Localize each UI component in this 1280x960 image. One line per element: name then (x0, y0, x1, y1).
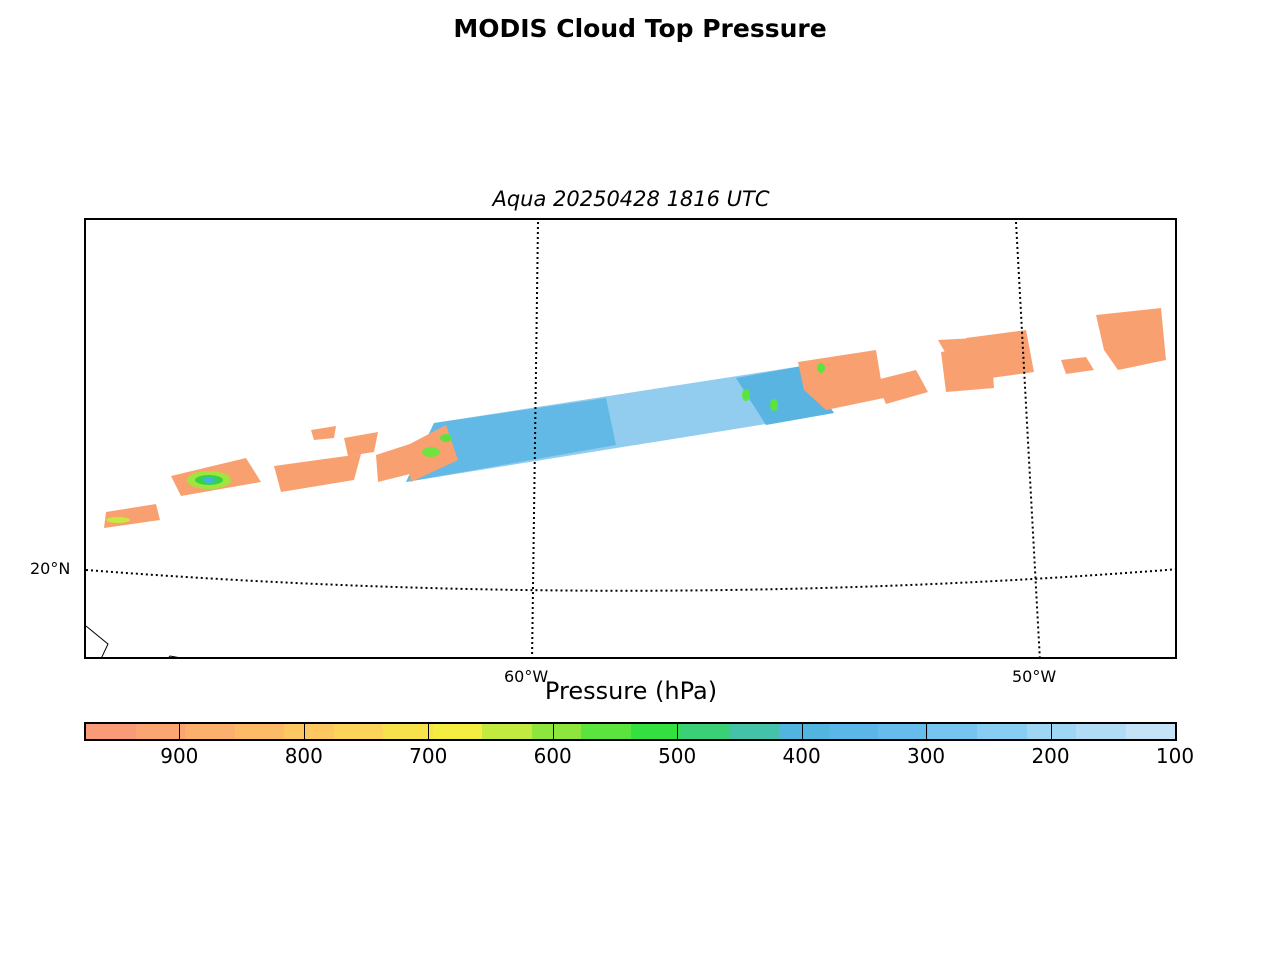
colorbar-segment (630, 724, 680, 739)
colorbar-segment (333, 724, 383, 739)
colorbar-segment (284, 724, 334, 739)
colorbar-segment (383, 724, 433, 739)
coastlines (86, 625, 179, 657)
colorbar-tick-label: 800 (284, 744, 323, 768)
colorbar-segment (878, 724, 928, 739)
colorbar-tick (428, 724, 430, 739)
colorbar-tick (926, 724, 928, 739)
colorbar-tick-label: 200 (1031, 744, 1070, 768)
colorbar-tick-label: 900 (160, 744, 199, 768)
colorbar-label: Pressure (hPa) (544, 677, 718, 705)
colorbar-tick (179, 724, 181, 739)
colorbar-segment (234, 724, 284, 739)
colorbar-segment (531, 724, 581, 739)
colorbar-tick (303, 724, 305, 739)
colorbar-tick-label: 500 (658, 744, 697, 768)
meridian-60w (531, 221, 539, 657)
lat-label-20n: 20°N (30, 559, 71, 578)
colorbar-segment (86, 724, 136, 739)
colorbar-segment (680, 724, 730, 739)
colorbar-segment (828, 724, 878, 739)
colorbar (84, 722, 1177, 741)
colorbar-segment (977, 724, 1027, 739)
map-canvas (86, 221, 1175, 657)
figure-title: MODIS Cloud Top Pressure (453, 14, 827, 43)
mid-cloud-patches (106, 363, 825, 523)
colorbar-segment (1076, 724, 1126, 739)
colorbar-tick (1050, 724, 1052, 739)
graticule (86, 221, 1175, 657)
colorbar-segment (432, 724, 482, 739)
colorbar-tick (552, 724, 554, 739)
parallel-20n (86, 568, 1175, 592)
swath-deep-cloud (406, 398, 616, 482)
meridian-50w (1015, 221, 1041, 657)
map-panel (84, 218, 1177, 659)
colorbar-tick-label: 600 (533, 744, 572, 768)
colorbar-segment (135, 724, 185, 739)
colorbar-tick (801, 724, 803, 739)
colorbar-segment (927, 724, 977, 739)
lon-label-50w: 50°W (1012, 667, 1057, 686)
colorbar-tick-label: 400 (782, 744, 821, 768)
colorbar-tick-label: 100 (1155, 744, 1195, 768)
colorbar-segment (729, 724, 779, 739)
figure-subtitle: Aqua 20250428 1816 UTC (492, 187, 770, 211)
colorbar-tick-label: 700 (409, 744, 448, 768)
colorbar-tick-label: 300 (906, 744, 946, 768)
colorbar-tick (677, 724, 679, 739)
colorbar-segment (1125, 724, 1175, 739)
colorbar-segment (482, 724, 532, 739)
lon-label-60w: 60°W (504, 667, 549, 686)
colorbar-segment (185, 724, 235, 739)
colorbar-segment (581, 724, 631, 739)
colorbar-segment (779, 724, 829, 739)
